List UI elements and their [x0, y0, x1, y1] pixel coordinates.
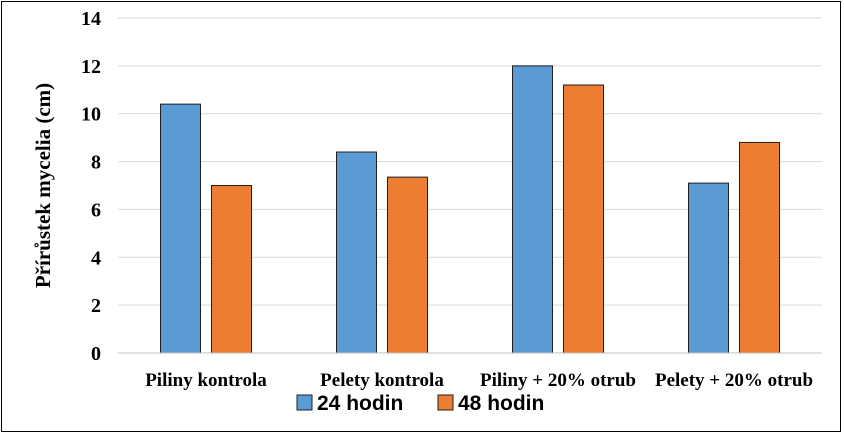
- legend-swatch: [437, 394, 454, 411]
- bar-24-hodin-1: [336, 151, 377, 354]
- y-tick-label: 2: [91, 295, 101, 317]
- category-label: Piliny kontrola: [145, 370, 267, 391]
- y-tick-label: 4: [91, 247, 101, 269]
- y-tick-label: 10: [81, 104, 101, 126]
- bar-48-hodin-1: [387, 176, 428, 354]
- bars: [160, 65, 780, 354]
- y-axis-label: Přírůstek mycelia (cm): [31, 83, 55, 288]
- category-label: Piliny + 20% otrub: [480, 370, 636, 391]
- y-tick-label: 14: [81, 8, 101, 30]
- bar-24-hodin-3: [688, 182, 729, 354]
- bar-24-hodin-0: [160, 103, 201, 354]
- legend-label: 48 hodin: [458, 392, 544, 415]
- legend: 24 hodin 48 hodin: [296, 392, 544, 415]
- bar-48-hodin-2: [563, 84, 604, 354]
- y-tick-label: 0: [91, 343, 101, 365]
- y-tick-label: 8: [91, 152, 101, 174]
- legend-label: 24 hodin: [317, 392, 403, 415]
- category-label: Pelety kontrola: [320, 370, 444, 391]
- bar-48-hodin-0: [211, 185, 252, 354]
- legend-swatch: [296, 394, 313, 411]
- category-label: Pelety + 20% otrub: [655, 370, 813, 391]
- bar-24-hodin-2: [512, 65, 553, 354]
- category-labels: Piliny kontrola Pelety kontrola Piliny + 2…: [145, 370, 813, 391]
- y-tick-label: 6: [91, 199, 101, 221]
- y-tick-labels: 0 2 4 6 8 10 12 14: [81, 8, 101, 365]
- bar-48-hodin-3: [739, 141, 780, 354]
- y-tick-label: 12: [81, 56, 101, 78]
